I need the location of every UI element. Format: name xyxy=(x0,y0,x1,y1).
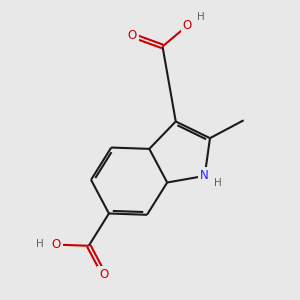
Text: H: H xyxy=(214,178,222,188)
Text: O: O xyxy=(183,19,192,32)
Text: O: O xyxy=(99,268,109,281)
Text: H: H xyxy=(36,239,43,249)
Text: O: O xyxy=(128,29,137,42)
Text: O: O xyxy=(52,238,61,251)
Text: H: H xyxy=(197,12,205,22)
Text: N: N xyxy=(200,169,209,182)
